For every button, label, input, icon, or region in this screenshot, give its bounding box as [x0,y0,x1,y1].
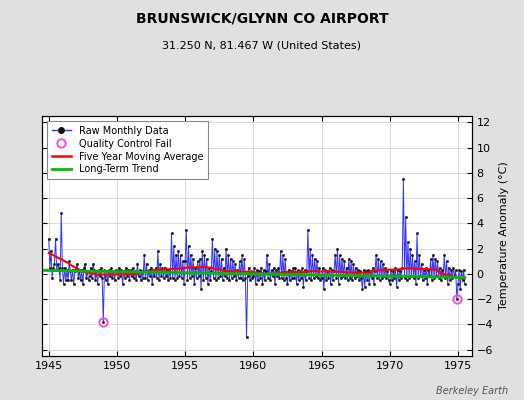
Legend: Raw Monthly Data, Quality Control Fail, Five Year Moving Average, Long-Term Tren: Raw Monthly Data, Quality Control Fail, … [47,121,208,179]
Text: Berkeley Earth: Berkeley Earth [436,386,508,396]
Text: BRUNSWICK/GLYNN CO AIRPORT: BRUNSWICK/GLYNN CO AIRPORT [136,12,388,26]
Text: 31.250 N, 81.467 W (United States): 31.250 N, 81.467 W (United States) [162,40,362,50]
Y-axis label: Temperature Anomaly (°C): Temperature Anomaly (°C) [498,162,508,310]
